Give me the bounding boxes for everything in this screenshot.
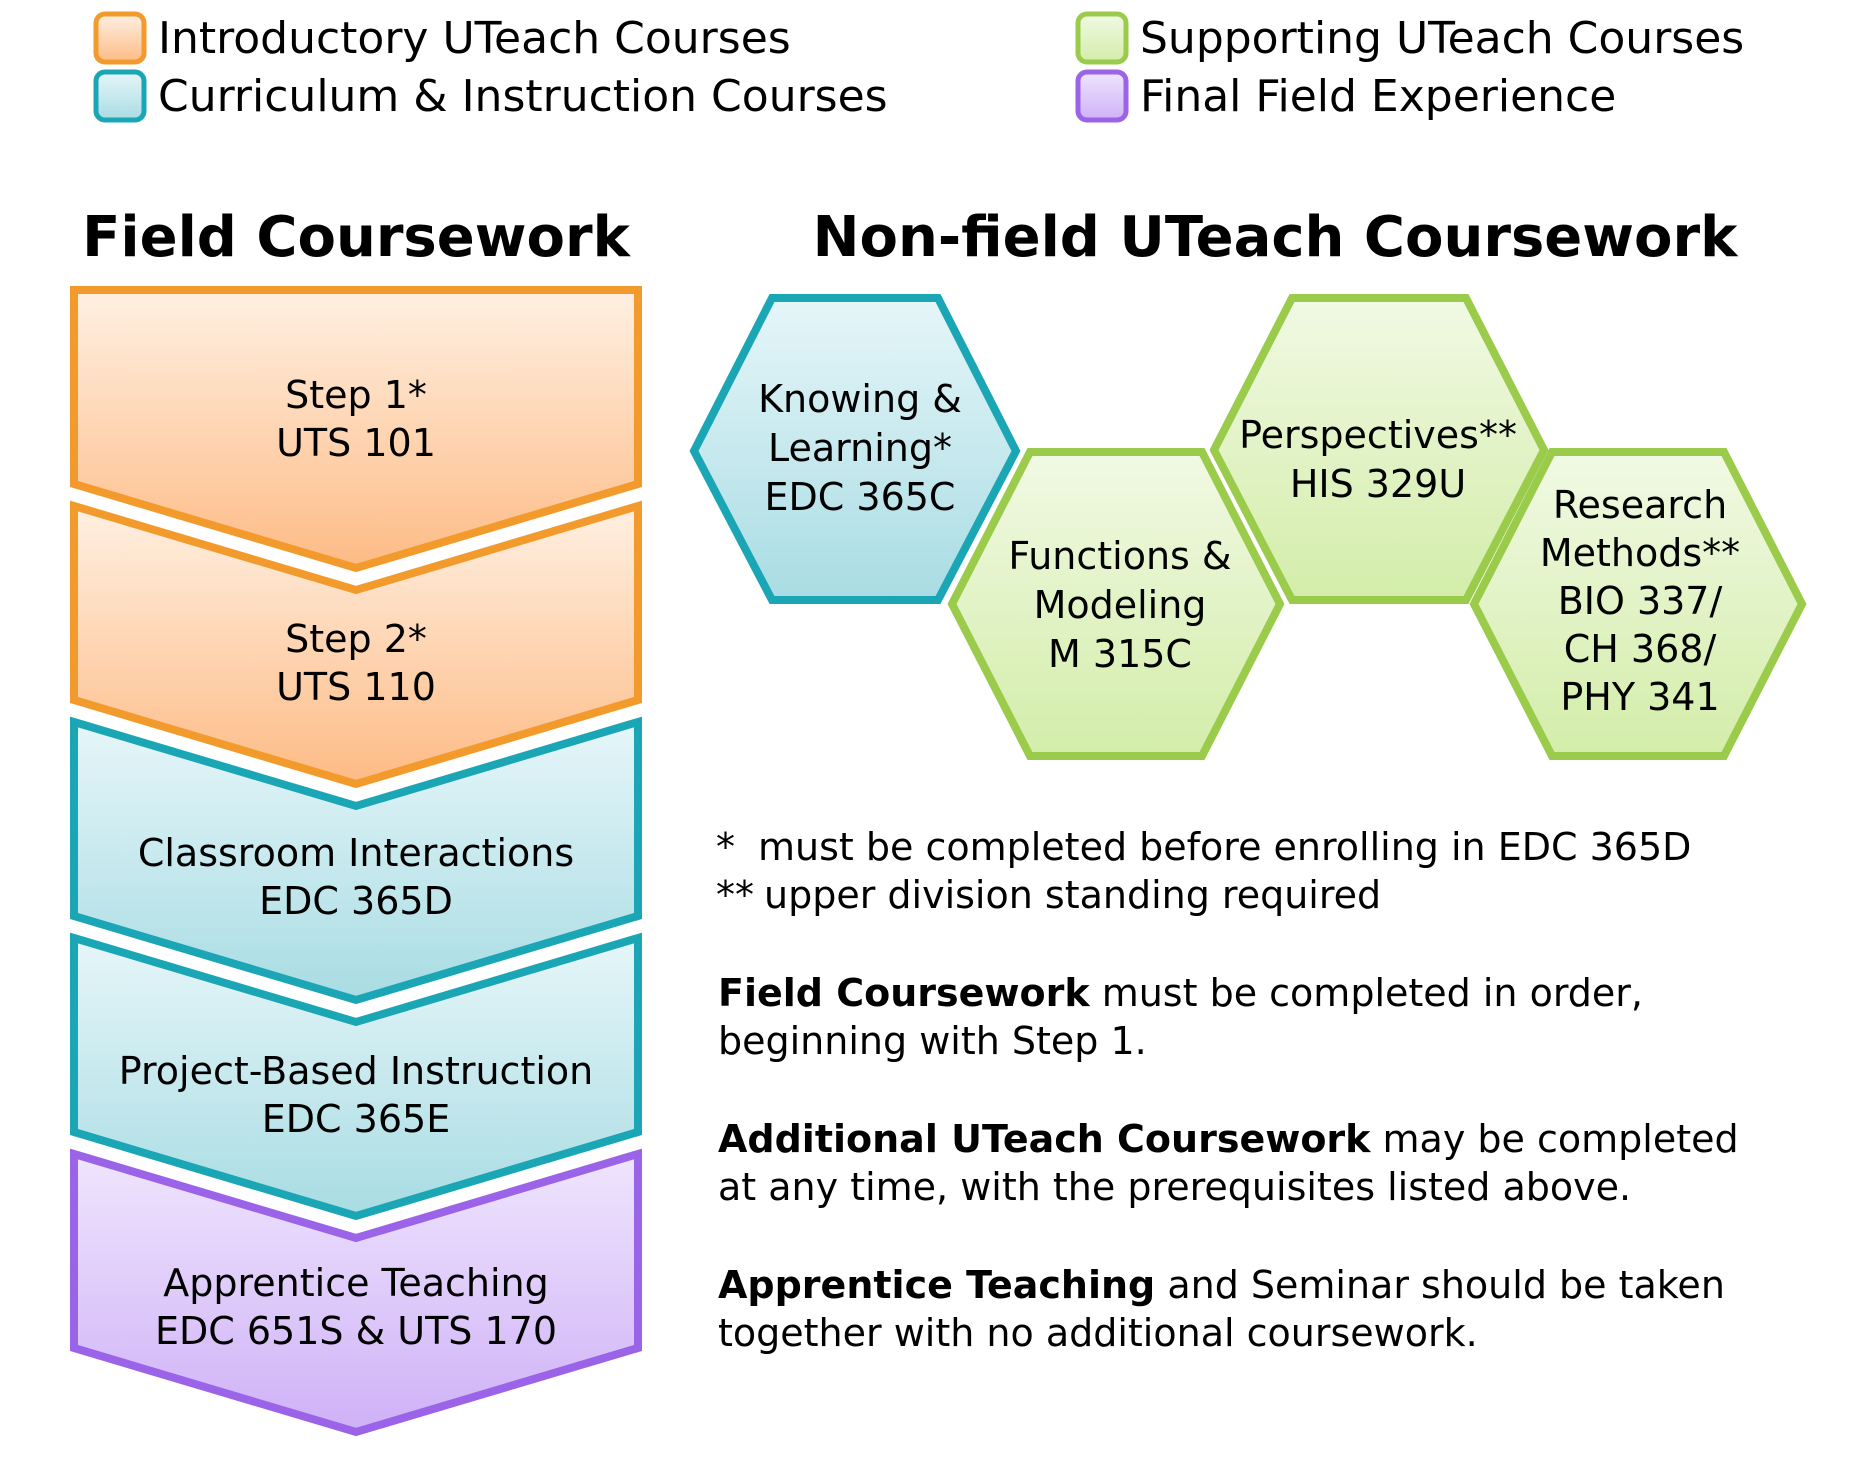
legend-item-curriculum: Curriculum & Instruction Courses: [93, 69, 888, 123]
hex-functions-modeling: Functions & Modeling M 315C: [947, 448, 1285, 760]
legend-label: Supporting UTeach Courses: [1140, 13, 1744, 64]
legend-label: Introductory UTeach Courses: [158, 13, 791, 64]
chevron-shape: [70, 932, 642, 1221]
step-code: UTS 110: [276, 665, 436, 709]
instruction-rest: may be completed: [1370, 1117, 1738, 1161]
hex-line: BIO 337/: [1558, 579, 1723, 623]
instruction-line: Apprentice Teaching and Seminar should b…: [718, 1263, 1725, 1307]
step-title: Step 2*: [285, 617, 427, 661]
hex-line: Research: [1553, 483, 1727, 527]
step-code: EDC 365D: [259, 879, 453, 923]
instruction-bold: Apprentice Teaching: [718, 1263, 1155, 1307]
footnote-mark: *: [716, 825, 735, 869]
step-1: Step 1* UTS 101: [70, 286, 642, 573]
legend: Introductory UTeach Courses Curriculum &…: [93, 11, 1744, 123]
legend-swatch-teal: [93, 69, 147, 123]
chevron-shape: [70, 716, 642, 1005]
instruction-line: together with no additional coursework.: [718, 1311, 1478, 1355]
hex-line: Modeling: [1034, 583, 1207, 627]
legend-item-final: Final Field Experience: [1075, 69, 1616, 123]
chevron-shape: [70, 286, 642, 573]
legend-swatch-green: [1075, 11, 1129, 65]
legend-label: Curriculum & Instruction Courses: [158, 71, 888, 122]
instructions: Field Coursework must be completed in or…: [718, 971, 1739, 1355]
hexagon-shape: [1209, 294, 1549, 604]
hex-line: PHY 341: [1560, 675, 1719, 719]
step-classroom-interactions: Classroom Interactions EDC 365D: [70, 716, 642, 1005]
field-coursework-heading: Field Coursework: [82, 205, 631, 270]
instruction-bold: Field Coursework: [718, 971, 1090, 1015]
hex-line: Knowing &: [758, 377, 962, 421]
nonfield-hexagons: Knowing & Learning* EDC 365C Perspective…: [689, 294, 1807, 760]
field-steps: Apprentice Teaching EDC 651S & UTS 170 P…: [70, 286, 642, 1437]
legend-swatch-orange: [93, 11, 147, 65]
footnotes: * must be completed before enrolling in …: [716, 825, 1691, 917]
step-project-based-instruction: Project-Based Instruction EDC 365E: [70, 932, 642, 1221]
hex-line: HIS 329U: [1290, 462, 1466, 506]
instruction-line: beginning with Step 1.: [718, 1019, 1147, 1063]
hex-line: Functions &: [1008, 534, 1231, 578]
chevron-shape: [70, 1148, 642, 1437]
legend-label: Final Field Experience: [1140, 71, 1616, 122]
step-apprentice-teaching: Apprentice Teaching EDC 651S & UTS 170: [70, 1148, 642, 1437]
hexagon-shape: [947, 448, 1285, 760]
nonfield-coursework-heading: Non-field UTeach Coursework: [813, 205, 1739, 270]
instruction-line: at any time, with the prerequisites list…: [718, 1165, 1631, 1209]
step-code: EDC 651S & UTS 170: [155, 1309, 557, 1353]
hex-line: CH 368/: [1564, 627, 1717, 671]
step-title: Project-Based Instruction: [119, 1049, 593, 1093]
chevron-shape: [70, 500, 642, 789]
hex-knowing-learning: Knowing & Learning* EDC 365C: [689, 294, 1021, 604]
hex-line: EDC 365C: [765, 475, 956, 519]
instruction-bold: Additional UTeach Coursework: [718, 1117, 1371, 1161]
legend-item-supporting: Supporting UTeach Courses: [1075, 11, 1744, 65]
instruction-line: Field Coursework must be completed in or…: [718, 971, 1643, 1015]
step-title: Step 1*: [285, 373, 427, 417]
step-title: Apprentice Teaching: [163, 1261, 548, 1305]
instruction-rest: and Seminar should be taken: [1155, 1263, 1725, 1307]
footnote-text: upper division standing required: [764, 873, 1381, 917]
hex-line: Learning*: [768, 426, 952, 470]
legend-swatch-purple: [1075, 69, 1129, 123]
legend-item-introductory: Introductory UTeach Courses: [93, 11, 791, 65]
instruction-rest: must be completed in order,: [1090, 971, 1643, 1015]
hex-perspectives: Perspectives** HIS 329U: [1209, 294, 1549, 604]
hex-line: Methods**: [1540, 531, 1740, 575]
step-2: Step 2* UTS 110: [70, 500, 642, 789]
hex-line: Perspectives**: [1239, 413, 1517, 457]
step-code: UTS 101: [276, 421, 436, 465]
hex-line: M 315C: [1048, 632, 1192, 676]
step-title: Classroom Interactions: [138, 831, 574, 875]
instruction-line: Additional UTeach Coursework may be comp…: [718, 1117, 1739, 1161]
hex-research-methods: Research Methods** BIO 337/ CH 368/ PHY …: [1469, 448, 1807, 760]
hexagon-shape: [689, 294, 1021, 604]
footnote-text: must be completed before enrolling in ED…: [758, 825, 1691, 869]
footnote-mark: **: [716, 873, 754, 917]
step-code: EDC 365E: [262, 1097, 450, 1141]
hexagon-shape: [1469, 448, 1807, 760]
